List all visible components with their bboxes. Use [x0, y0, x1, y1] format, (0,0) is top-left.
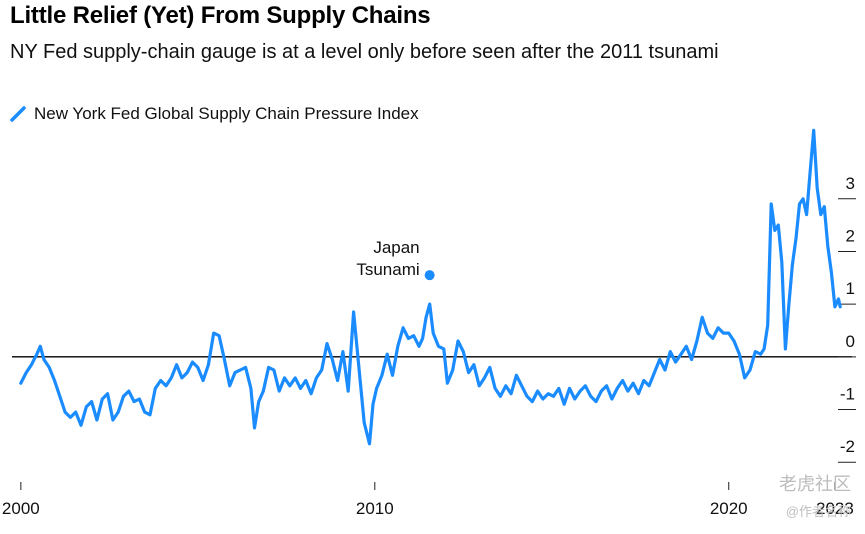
y-tick-label: -2 [840, 437, 855, 456]
y-tick-label: 2 [846, 226, 855, 245]
y-tick-label: 0 [846, 332, 855, 351]
y-tick-label: 3 [846, 174, 855, 193]
x-tick-label: 2000 [2, 499, 40, 518]
x-tick-label: 2010 [356, 499, 394, 518]
y-tick-label: 1 [846, 279, 855, 298]
watermark-sub: @作者名称 [785, 504, 851, 519]
legend: New York Fed Global Supply Chain Pressur… [10, 104, 419, 124]
x-tick-label: 2023 [816, 499, 854, 518]
annotation-label: Japan [373, 238, 419, 257]
legend-label: New York Fed Global Supply Chain Pressur… [34, 104, 419, 123]
x-tick-label: 2020 [710, 499, 748, 518]
watermark: 老虎社区 [779, 474, 851, 494]
series-line [19, 128, 842, 446]
annotation-label: Tsunami [356, 260, 419, 279]
chart-title: Little Relief (Yet) From Supply Chains [10, 2, 431, 29]
y-tick-label: -1 [840, 385, 855, 404]
line-swatch-icon [10, 106, 26, 122]
chart-subtitle: NY Fed supply-chain gauge is at a level … [10, 41, 719, 63]
annotation-point [424, 270, 435, 281]
